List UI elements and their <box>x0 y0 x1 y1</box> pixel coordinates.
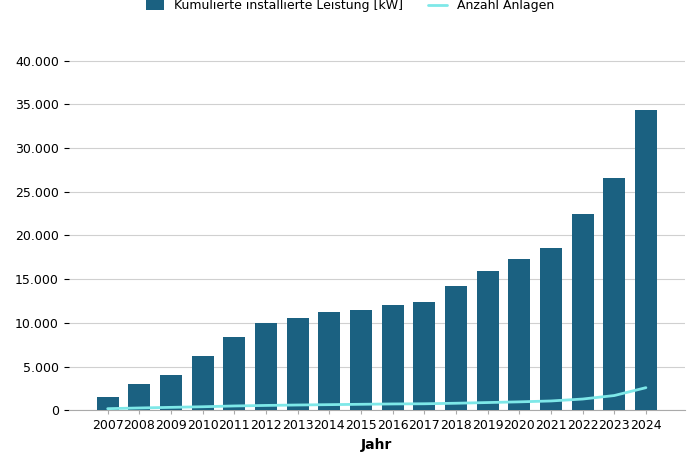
Anzahl Anlagen <box>420 401 428 407</box>
X-axis label: Jahr: Jahr <box>361 438 393 452</box>
Bar <box>192 356 214 410</box>
Anzahl Anlagen <box>357 402 365 407</box>
Anzahl Anlagen <box>104 406 112 411</box>
Bar <box>508 259 531 410</box>
Anzahl Anlagen <box>515 399 524 404</box>
Bar <box>286 318 309 410</box>
Bar <box>477 271 498 410</box>
Anzahl Anlagen <box>578 396 587 402</box>
Bar <box>445 286 467 410</box>
Bar <box>382 305 404 410</box>
Anzahl Anlagen <box>547 398 555 404</box>
Bar <box>635 109 657 410</box>
Bar <box>128 384 150 410</box>
Bar <box>540 248 562 410</box>
Legend: Kumulierte installierte Leistung [kW], Anzahl Anlagen: Kumulierte installierte Leistung [kW], A… <box>143 0 557 15</box>
Bar <box>413 303 435 410</box>
Bar <box>223 337 246 410</box>
Anzahl Anlagen <box>262 403 270 408</box>
Bar <box>603 178 625 410</box>
Anzahl Anlagen <box>135 405 143 411</box>
Bar <box>255 323 277 410</box>
Bar <box>350 310 372 410</box>
Anzahl Anlagen <box>610 393 618 398</box>
Anzahl Anlagen <box>642 385 650 390</box>
Bar <box>97 397 119 410</box>
Anzahl Anlagen <box>293 402 302 408</box>
Bar <box>571 214 594 410</box>
Anzahl Anlagen <box>484 400 492 405</box>
Anzahl Anlagen <box>389 401 397 407</box>
Anzahl Anlagen <box>230 403 239 409</box>
Anzahl Anlagen <box>325 402 333 407</box>
Anzahl Anlagen <box>199 404 207 410</box>
Bar <box>160 375 182 410</box>
Anzahl Anlagen <box>452 400 460 406</box>
Line: Anzahl Anlagen: Anzahl Anlagen <box>108 388 646 409</box>
Anzahl Anlagen <box>167 404 175 410</box>
Bar <box>318 312 340 410</box>
